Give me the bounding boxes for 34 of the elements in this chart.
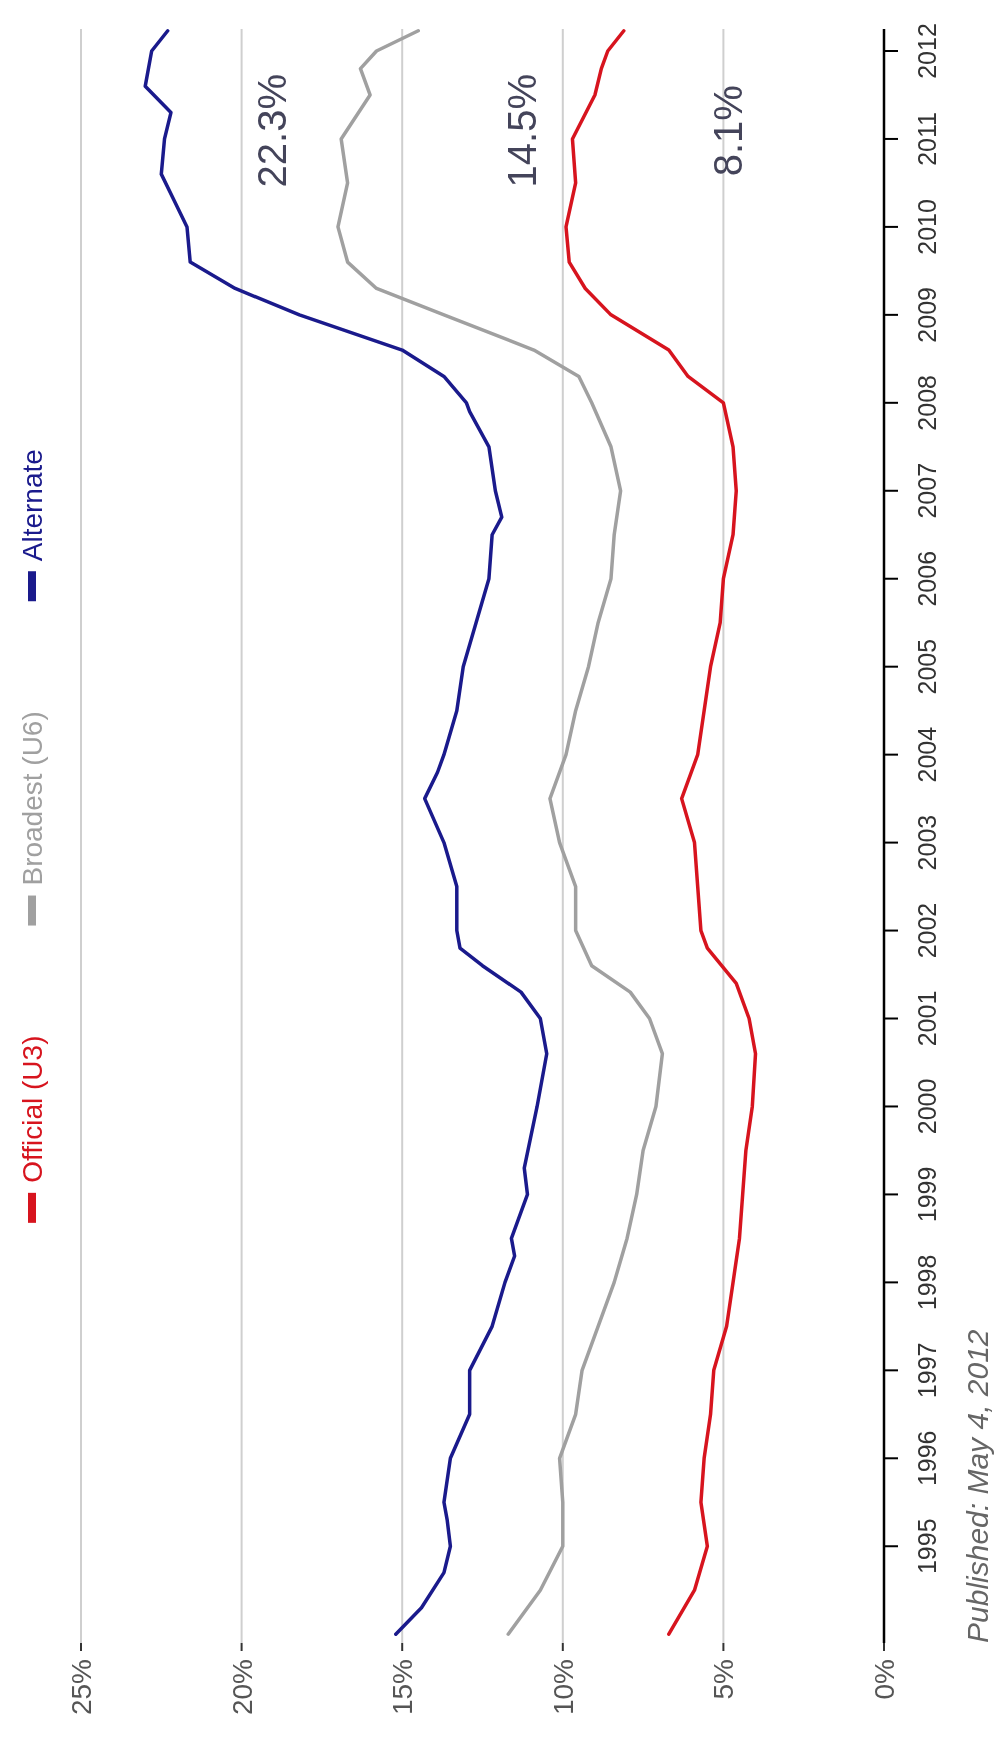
text: Alternate <box>17 449 48 562</box>
line-series <box>143 29 549 1636</box>
annotation: 22.3% <box>249 74 294 188</box>
y-tick-label: 2004 <box>913 726 941 783</box>
y-tick-label: 2012 <box>913 23 941 79</box>
x-tick-label: 0% <box>869 1659 900 1700</box>
annotation: 14.5% <box>500 74 545 188</box>
y-tick-label: 1996 <box>913 1430 941 1487</box>
y-tick-label: 1999 <box>913 1166 941 1223</box>
x-tick-label: 10% <box>547 1659 579 1716</box>
text: Official (U3) <box>17 1035 48 1183</box>
y-tick-label: 2007 <box>913 462 941 519</box>
y-tick-label: 1998 <box>913 1254 941 1311</box>
y-tick-label: 2005 <box>913 638 941 695</box>
annotation: 8.1% <box>705 85 750 177</box>
x-tick-label: 5% <box>708 1659 740 1700</box>
y-tick-label: 1997 <box>913 1342 941 1399</box>
y-tick-label: 2010 <box>913 199 941 255</box>
y-tick-label: 2003 <box>913 814 941 871</box>
text: Broadest (U6) <box>17 711 48 886</box>
line-series <box>564 29 758 1636</box>
y-tick-label: 2006 <box>913 550 941 607</box>
y-tick-label: 2002 <box>913 902 941 959</box>
x-tick-label: 15% <box>387 1659 419 1716</box>
y-tick-label: 2001 <box>913 990 941 1047</box>
text: Published: May 4, 2012 <box>961 1329 994 1643</box>
x-tick-label: 20% <box>226 1659 258 1716</box>
line-series <box>336 29 665 1636</box>
y-tick-label: 2009 <box>913 287 941 343</box>
x-tick-label: 25% <box>66 1659 97 1716</box>
y-tick-label: 2000 <box>913 1078 941 1135</box>
y-tick-label: 2008 <box>913 375 941 431</box>
y-tick-label: 1995 <box>913 1518 941 1575</box>
y-tick-label: 2011 <box>913 112 941 166</box>
